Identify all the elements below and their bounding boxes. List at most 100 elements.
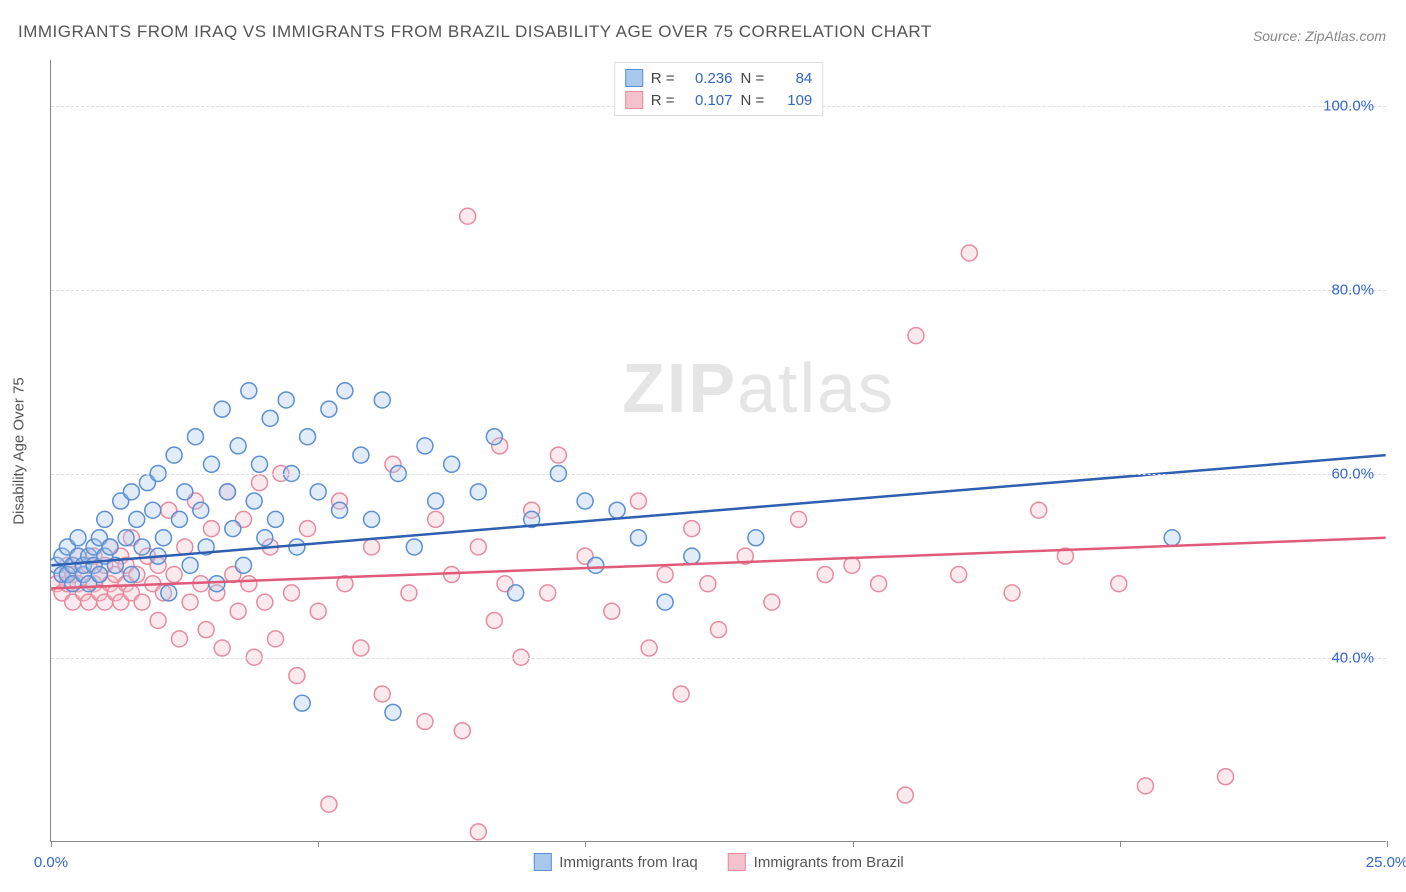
scatter-point bbox=[113, 594, 129, 610]
scatter-point bbox=[252, 475, 268, 491]
y-tick-label: 80.0% bbox=[1331, 282, 1374, 299]
scatter-point bbox=[332, 493, 348, 509]
scatter-point bbox=[540, 585, 556, 601]
scatter-point bbox=[123, 530, 139, 546]
scatter-point bbox=[86, 557, 102, 573]
scatter-point bbox=[219, 484, 235, 500]
scatter-point bbox=[401, 585, 417, 601]
scatter-point bbox=[182, 594, 198, 610]
scatter-point bbox=[214, 640, 230, 656]
scatter-point bbox=[684, 548, 700, 564]
scatter-point bbox=[1111, 576, 1127, 592]
legend-label-iraq: Immigrants from Iraq bbox=[559, 854, 697, 871]
scatter-point bbox=[374, 686, 390, 702]
x-tick-label: 0.0% bbox=[34, 854, 68, 871]
scatter-point bbox=[102, 539, 118, 555]
scatter-point bbox=[113, 548, 129, 564]
scatter-point bbox=[428, 511, 444, 527]
scatter-point bbox=[123, 585, 139, 601]
scatter-point bbox=[145, 576, 161, 592]
scatter-point bbox=[630, 530, 646, 546]
scatter-point bbox=[1164, 530, 1180, 546]
scatter-point bbox=[300, 429, 316, 445]
scatter-point bbox=[97, 557, 113, 573]
scatter-point bbox=[791, 511, 807, 527]
scatter-point bbox=[86, 539, 102, 555]
scatter-point bbox=[91, 585, 107, 601]
scatter-point bbox=[59, 576, 75, 592]
scatter-point bbox=[97, 548, 113, 564]
scatter-point bbox=[161, 585, 177, 601]
x-tick bbox=[585, 841, 586, 847]
n-label: N = bbox=[741, 92, 765, 109]
scatter-point bbox=[65, 557, 81, 573]
scatter-point bbox=[657, 567, 673, 583]
scatter-point bbox=[604, 603, 620, 619]
scatter-point bbox=[166, 447, 182, 463]
scatter-point bbox=[118, 530, 134, 546]
scatter-point bbox=[337, 383, 353, 399]
scatter-point bbox=[75, 567, 91, 583]
scatter-point bbox=[268, 631, 284, 647]
scatter-point bbox=[166, 567, 182, 583]
scatter-point bbox=[486, 429, 502, 445]
legend-label-brazil: Immigrants from Brazil bbox=[754, 854, 904, 871]
scatter-point bbox=[209, 585, 225, 601]
scatter-point bbox=[230, 603, 246, 619]
scatter-point bbox=[107, 557, 123, 573]
scatter-point bbox=[470, 484, 486, 500]
scatter-point bbox=[252, 456, 268, 472]
scatter-point bbox=[51, 557, 65, 573]
scatter-point bbox=[268, 511, 284, 527]
scatter-point bbox=[198, 539, 214, 555]
scatter-point bbox=[353, 640, 369, 656]
scatter-point bbox=[182, 557, 198, 573]
r-value-brazil: 0.107 bbox=[683, 92, 733, 109]
scatter-point bbox=[86, 576, 102, 592]
scatter-point bbox=[187, 493, 203, 509]
scatter-point bbox=[684, 521, 700, 537]
scatter-point bbox=[657, 594, 673, 610]
scatter-point bbox=[385, 704, 401, 720]
scatter-point bbox=[289, 668, 305, 684]
legend-swatch-iraq bbox=[533, 853, 551, 871]
scatter-point bbox=[289, 539, 305, 555]
scatter-point bbox=[107, 567, 123, 583]
scatter-point bbox=[81, 594, 97, 610]
scatter-point bbox=[203, 456, 219, 472]
scatter-point bbox=[161, 502, 177, 518]
scatter-point bbox=[951, 567, 967, 583]
scatter-point bbox=[107, 585, 123, 601]
scatter-point bbox=[236, 557, 252, 573]
scatter-point bbox=[417, 714, 433, 730]
x-tick bbox=[318, 841, 319, 847]
scatter-point bbox=[300, 521, 316, 537]
scatter-point bbox=[145, 502, 161, 518]
y-tick-label: 40.0% bbox=[1331, 650, 1374, 667]
scatter-point bbox=[102, 576, 118, 592]
scatter-point bbox=[428, 493, 444, 509]
scatter-point bbox=[364, 511, 380, 527]
scatter-point bbox=[353, 447, 369, 463]
scatter-point bbox=[1031, 502, 1047, 518]
scatter-point bbox=[75, 557, 91, 573]
scatter-point bbox=[588, 557, 604, 573]
scatter-point bbox=[139, 475, 155, 491]
x-tick-label: 25.0% bbox=[1366, 854, 1406, 871]
scatter-point bbox=[321, 401, 337, 417]
scatter-point bbox=[236, 511, 252, 527]
chart-title: IMMIGRANTS FROM IRAQ VS IMMIGRANTS FROM … bbox=[18, 22, 932, 42]
swatch-iraq bbox=[625, 69, 643, 87]
scatter-point bbox=[150, 557, 166, 573]
x-tick bbox=[1387, 841, 1388, 847]
scatter-point bbox=[641, 640, 657, 656]
y-tick-label: 60.0% bbox=[1331, 466, 1374, 483]
scatter-point bbox=[230, 438, 246, 454]
scatter-point bbox=[91, 530, 107, 546]
scatter-point bbox=[1004, 585, 1020, 601]
scatter-point bbox=[203, 521, 219, 537]
scatter-point bbox=[278, 392, 294, 408]
scatter-point bbox=[630, 493, 646, 509]
y-axis-title: Disability Age Over 75 bbox=[11, 377, 28, 525]
scatter-point bbox=[129, 511, 145, 527]
